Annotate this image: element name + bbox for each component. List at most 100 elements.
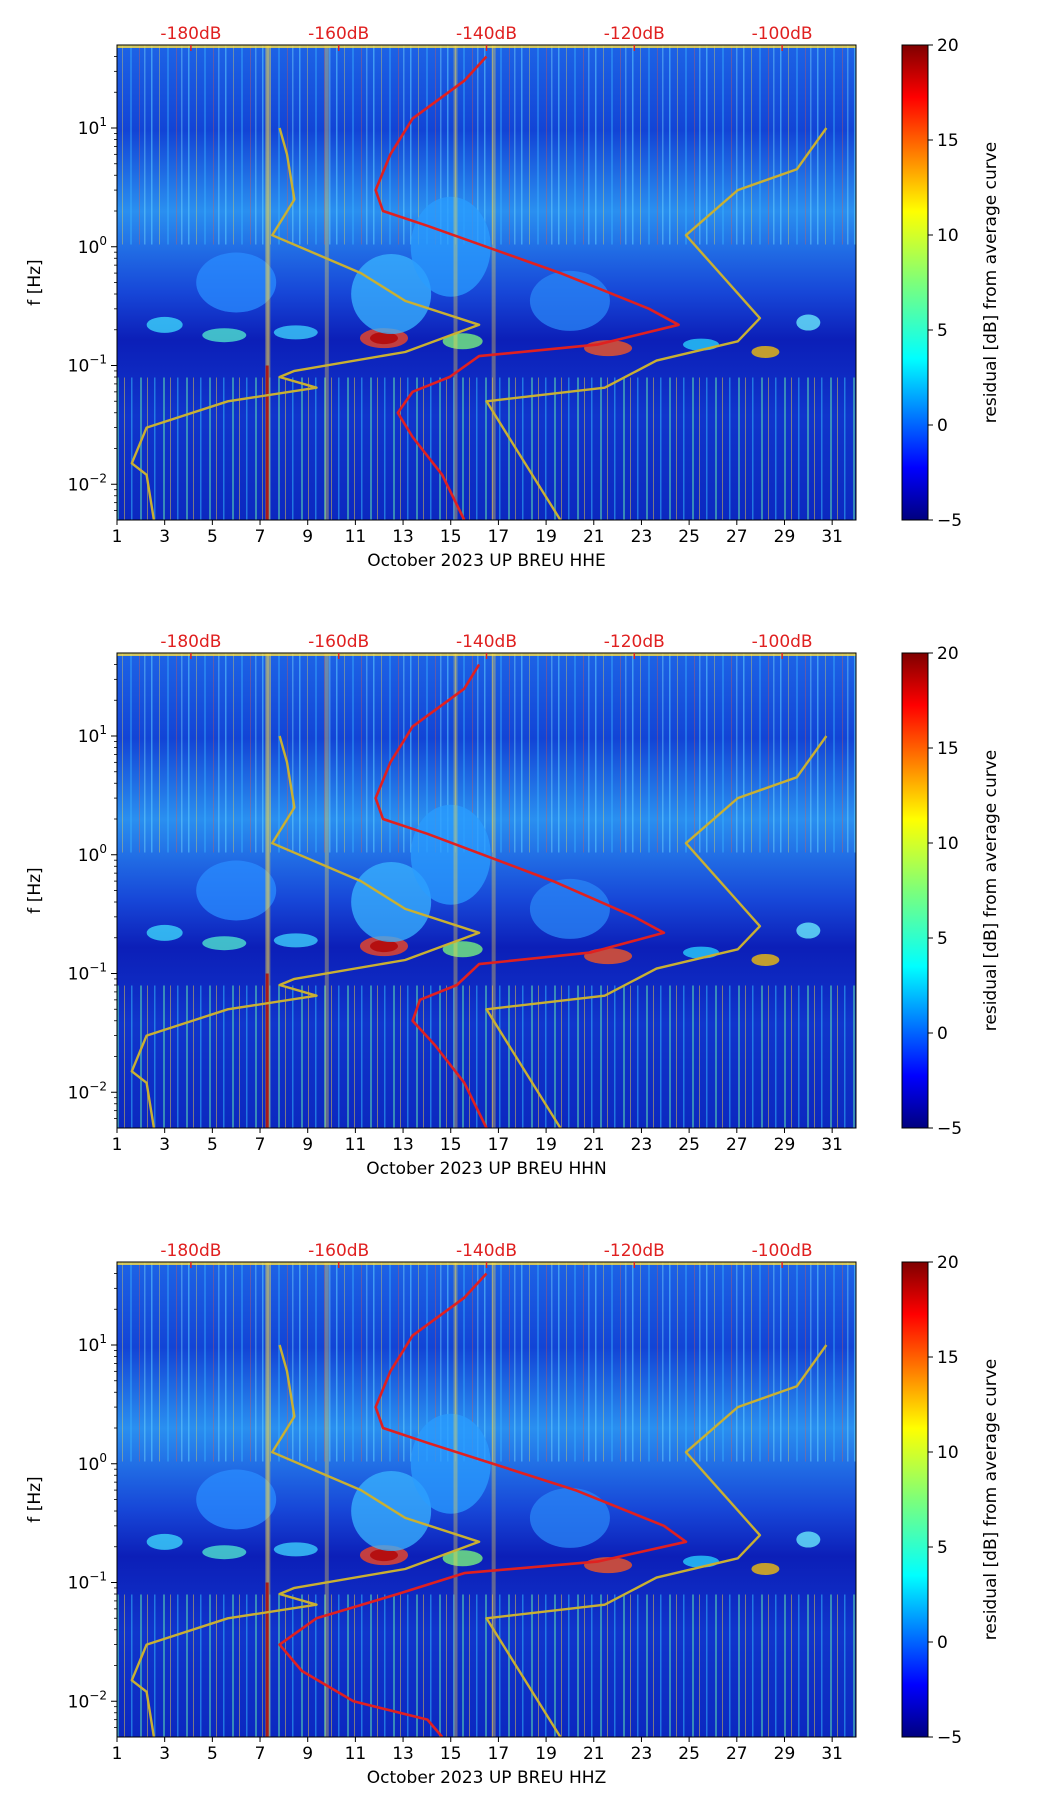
x-tick-label: 9 bbox=[302, 1135, 313, 1155]
spectrogram bbox=[117, 653, 856, 1128]
colorbar-tick-label: 10 bbox=[937, 226, 959, 246]
x-tick-label: 23 bbox=[631, 527, 653, 547]
curve-noise-model-low bbox=[130, 127, 481, 520]
curve-noise-model-low bbox=[130, 1344, 481, 1737]
y-axis-label: f [Hz] bbox=[25, 1476, 45, 1522]
colorbar-tick-label: −5 bbox=[937, 1119, 962, 1139]
x-tick-label: 15 bbox=[440, 1744, 462, 1764]
colorbar-label: residual [dB] from average curve bbox=[981, 750, 1001, 1031]
colorbar-tick-label: −5 bbox=[937, 511, 962, 531]
y-tick-label: 10−2 bbox=[68, 471, 107, 495]
x-tick-label: 5 bbox=[207, 1135, 218, 1155]
y-tick-label: 101 bbox=[78, 115, 107, 139]
y-tick-label: 100 bbox=[78, 1451, 107, 1475]
top-tick-label: -120dB bbox=[604, 1241, 665, 1261]
x-tick-label: 23 bbox=[631, 1135, 653, 1155]
colorbar-tick-label: 5 bbox=[937, 929, 948, 949]
x-tick-label: 15 bbox=[440, 1135, 462, 1155]
x-tick-label: 1 bbox=[112, 1135, 123, 1155]
x-tick-label: 31 bbox=[821, 1135, 843, 1155]
x-tick-label: 3 bbox=[159, 1744, 170, 1764]
y-tick-label: 10−1 bbox=[68, 353, 107, 377]
x-tick-label: 17 bbox=[488, 1744, 510, 1764]
x-tick-label: 31 bbox=[821, 1744, 843, 1764]
x-tick-label: 3 bbox=[159, 1135, 170, 1155]
colorbar-tick-label: 0 bbox=[937, 1633, 948, 1653]
colorbar: 20 15 10 5 0 −5 residual [dB] from average cur… bbox=[901, 644, 1001, 1139]
x-tick-label: 19 bbox=[535, 1135, 557, 1155]
curve-mean-psd bbox=[278, 1272, 688, 1737]
colorbar-tick-label: 15 bbox=[937, 1348, 959, 1368]
x-tick-label: 11 bbox=[345, 1135, 367, 1155]
curve-mean-psd bbox=[374, 55, 680, 520]
top-tick-label: -160dB bbox=[308, 24, 369, 44]
x-tick-label: 11 bbox=[345, 527, 367, 547]
top-tick-label: -140dB bbox=[456, 1241, 517, 1261]
x-tick-label: 17 bbox=[488, 527, 510, 547]
x-tick-label: 21 bbox=[583, 527, 605, 547]
y-tick-label: 100 bbox=[78, 842, 107, 866]
top-tick-label: -140dB bbox=[456, 632, 517, 652]
y-axis-label: f [Hz] bbox=[25, 867, 45, 913]
colorbar-tick-label: 0 bbox=[937, 1024, 948, 1044]
curve-noise-model-high bbox=[485, 1344, 828, 1737]
colorbar-label: residual [dB] from average curve bbox=[981, 142, 1001, 423]
y-tick-label: 10−1 bbox=[68, 961, 107, 985]
x-tick-label: 19 bbox=[535, 1744, 557, 1764]
colorbar-tick-label: 20 bbox=[937, 1253, 959, 1273]
y-tick-label: 100 bbox=[78, 234, 107, 258]
x-tick-label: 27 bbox=[726, 1744, 748, 1764]
top-tick-label: -100dB bbox=[752, 24, 813, 44]
x-tick-label: 7 bbox=[255, 527, 266, 547]
top-tick-label: -180dB bbox=[160, 24, 221, 44]
x-tick-label: 27 bbox=[726, 527, 748, 547]
x-tick-label: 29 bbox=[774, 1744, 796, 1764]
colorbar-tick-label: 5 bbox=[937, 1538, 948, 1558]
top-tick-label: -120dB bbox=[604, 632, 665, 652]
colorbar-tick-label: −5 bbox=[937, 1728, 962, 1748]
x-tick-label: 15 bbox=[440, 527, 462, 547]
x-tick-label: 5 bbox=[207, 527, 218, 547]
spectrogram bbox=[117, 45, 856, 520]
x-tick-label: 13 bbox=[392, 1135, 414, 1155]
x-tick-label: 3 bbox=[159, 527, 170, 547]
x-tick-label: 29 bbox=[774, 1135, 796, 1155]
x-axis-label: October 2023 UP BREU HHN bbox=[366, 1159, 607, 1179]
curve-noise-model-high bbox=[485, 735, 828, 1128]
x-tick-label: 9 bbox=[302, 1744, 313, 1764]
colorbar-tick-label: 10 bbox=[937, 834, 959, 854]
x-tick-label: 25 bbox=[678, 1744, 700, 1764]
top-tick-label: -180dB bbox=[160, 632, 221, 652]
x-tick-label: 7 bbox=[255, 1744, 266, 1764]
x-axis-label: October 2023 UP BREU HHE bbox=[367, 551, 606, 571]
x-tick-label: 1 bbox=[112, 1744, 123, 1764]
top-tick-label: -100dB bbox=[752, 632, 813, 652]
top-tick-label: -180dB bbox=[160, 1241, 221, 1261]
x-tick-label: 5 bbox=[207, 1744, 218, 1764]
top-tick-label: -120dB bbox=[604, 24, 665, 44]
spectrogram bbox=[117, 1262, 856, 1737]
top-tick-label: -160dB bbox=[308, 632, 369, 652]
y-tick-label: 10−1 bbox=[68, 1570, 107, 1594]
y-axis-label: f [Hz] bbox=[25, 259, 45, 305]
x-tick-label: 25 bbox=[678, 1135, 700, 1155]
colorbar-tick-label: 5 bbox=[937, 321, 948, 341]
colorbar-label: residual [dB] from average curve bbox=[981, 1359, 1001, 1640]
top-tick-label: -140dB bbox=[456, 24, 517, 44]
y-tick-label: 10−2 bbox=[68, 1688, 107, 1712]
curve-noise-model-low bbox=[130, 735, 481, 1128]
top-tick-label: -100dB bbox=[752, 1241, 813, 1261]
y-tick-label: 10−2 bbox=[68, 1079, 107, 1103]
x-tick-label: 19 bbox=[535, 527, 557, 547]
x-tick-label: 25 bbox=[678, 527, 700, 547]
x-axis-label: October 2023 UP BREU HHZ bbox=[367, 1768, 606, 1788]
y-tick-label: 101 bbox=[78, 1332, 107, 1356]
x-tick-label: 1 bbox=[112, 527, 123, 547]
x-tick-label: 11 bbox=[345, 1744, 367, 1764]
x-tick-label: 9 bbox=[302, 527, 313, 547]
x-tick-label: 13 bbox=[392, 1744, 414, 1764]
